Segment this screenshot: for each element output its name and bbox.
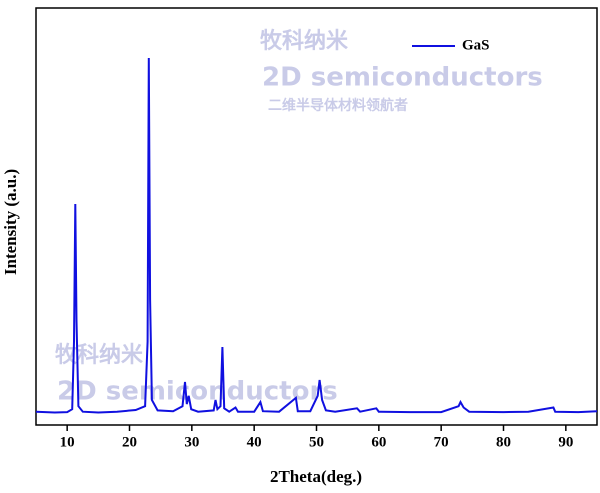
x-tick-label: 80: [496, 434, 511, 450]
x-tick-label: 30: [184, 434, 199, 450]
x-tick-label: 10: [60, 434, 75, 450]
x-tick-label: 50: [309, 434, 324, 450]
watermark: 牧科纳米: [55, 342, 144, 368]
watermark: 二维半导体材料领航者: [268, 97, 408, 114]
watermark: 牧科纳米: [260, 28, 349, 54]
x-tick-label: 60: [371, 434, 386, 450]
x-tick-label: 70: [434, 434, 449, 450]
legend-label: GaS: [462, 37, 490, 53]
watermark: 2D semiconductors: [262, 63, 543, 93]
x-tick-label: 20: [122, 434, 137, 450]
data-line: [35, 57, 598, 414]
x-axis-label: 2Theta(deg.): [270, 467, 362, 486]
x-tick-label: 40: [247, 434, 262, 450]
y-axis-label: Intensity (a.u.): [1, 169, 20, 275]
x-tick-label: 90: [558, 434, 573, 450]
